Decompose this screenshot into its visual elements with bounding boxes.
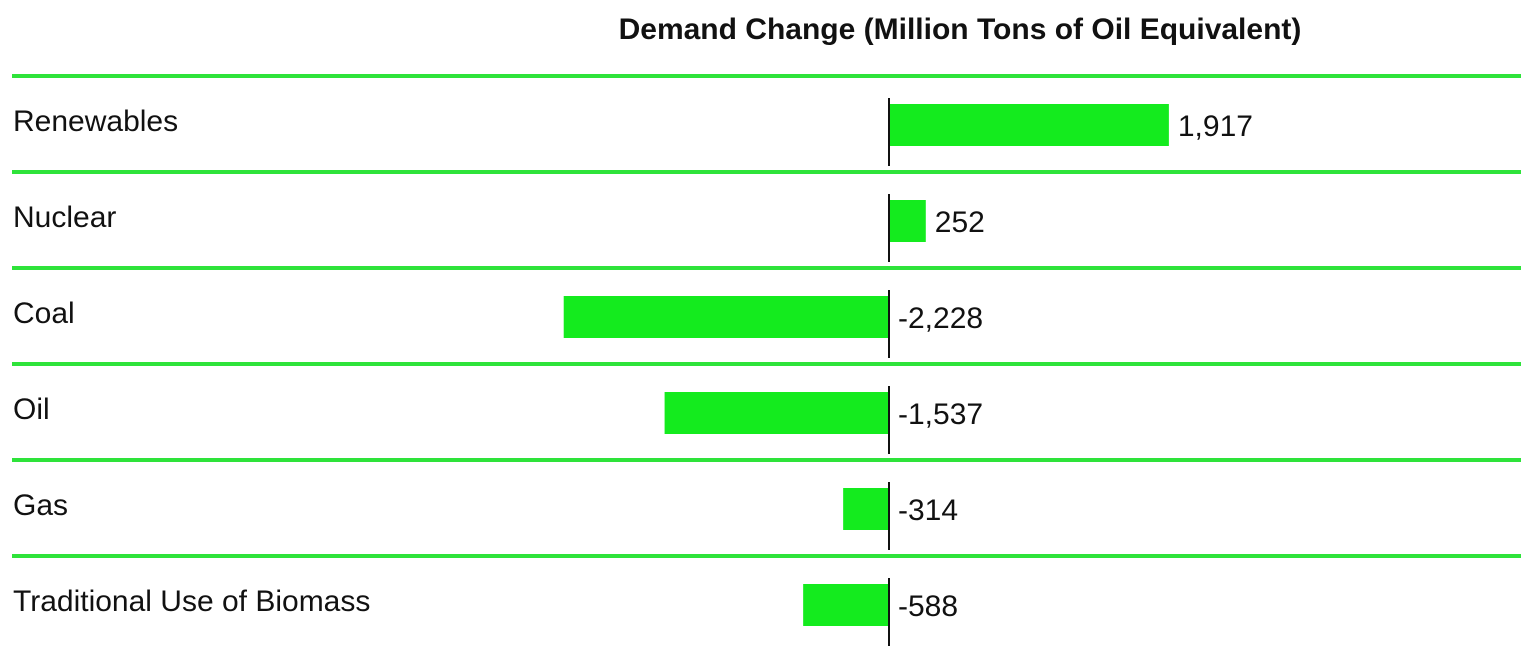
value-label: -588 <box>898 590 958 623</box>
category-label: Oil <box>13 393 50 426</box>
bar <box>803 584 889 626</box>
bar <box>889 104 1169 146</box>
value-label: -314 <box>898 494 958 527</box>
bar <box>889 200 926 242</box>
category-label: Traditional Use of Biomass <box>13 585 370 618</box>
bar <box>563 296 889 338</box>
category-label: Nuclear <box>13 201 116 234</box>
value-label: 252 <box>935 206 985 239</box>
value-label: 1,917 <box>1178 110 1253 143</box>
category-label: Coal <box>13 297 75 330</box>
bar <box>843 488 889 530</box>
value-label: -2,228 <box>898 302 983 335</box>
value-label: -1,537 <box>898 398 983 431</box>
bar <box>664 392 889 434</box>
category-label: Gas <box>13 489 68 522</box>
chart-title: Demand Change (Million Tons of Oil Equiv… <box>619 13 1302 46</box>
category-label: Renewables <box>13 105 178 138</box>
